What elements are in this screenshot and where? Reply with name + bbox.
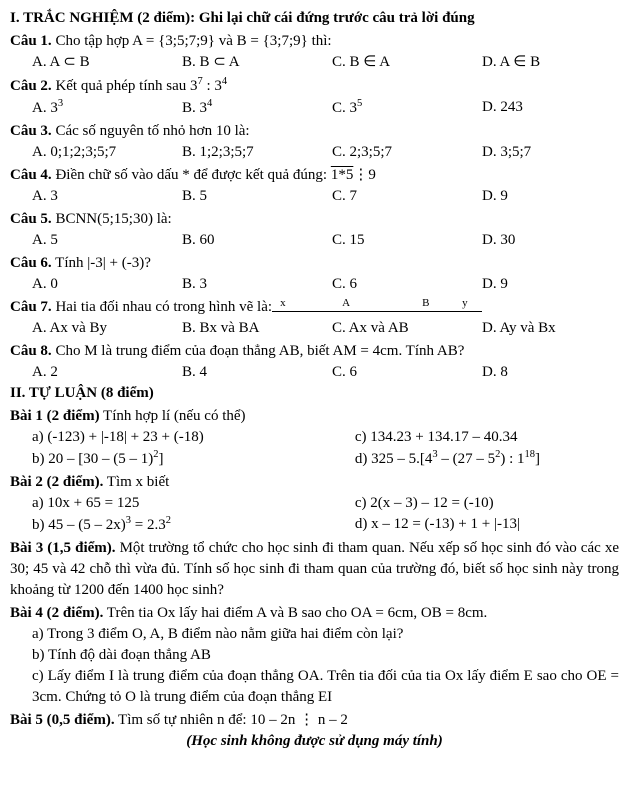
q5-options: A. 5 B. 60 C. 15 D. 30	[32, 230, 619, 251]
bai2-items: a) 10x + 65 = 125c) 2(x – 3) – 12 = (-10…	[32, 493, 619, 536]
q7: Câu 7. Hai tia đối nhau có trong hình vẽ…	[10, 297, 619, 318]
part1-title: I. TRẮC NGHIỆM (2 điểm): Ghi lại chữ cái…	[10, 8, 619, 29]
q1-options: A. A ⊂ B B. B ⊂ A C. B ∈ A D. A ∈ B	[32, 52, 619, 73]
bai4: Bài 4 (2 điểm). Trên tia Ox lấy hai điểm…	[10, 603, 619, 624]
bai4-items: a) Trong 3 điểm O, A, B điểm nào nằm giữ…	[32, 624, 619, 708]
q8-options: A. 2 B. 4 C. 6 D. 8	[32, 362, 619, 383]
q2-options: A. 33 B. 34 C. 35 D. 243	[32, 97, 619, 119]
line-diagram: x A B y	[272, 302, 482, 314]
q3-options: A. 0;1;2;3;5;7 B. 1;2;3;5;7 C. 2;3;5;7 D…	[32, 142, 619, 163]
q5: Câu 5. BCNN(5;15;30) là:	[10, 209, 619, 230]
bai1-items: a) (-123) + |-18| + 23 + (-18)c) 134.23 …	[32, 427, 619, 470]
q8: Câu 8. Cho M là trung điểm của đoạn thẳn…	[10, 341, 619, 362]
q2: Câu 2. Kết quả phép tính sau 37 : 34	[10, 75, 619, 97]
q6-options: A. 0 B. 3 C. 6 D. 9	[32, 274, 619, 295]
q7-options: A. Ax và By B. Bx và BA C. Ax và AB D. A…	[32, 318, 619, 339]
q3: Câu 3. Các số nguyên tố nhỏ hơn 10 là:	[10, 121, 619, 142]
bai3: Bài 3 (1,5 điểm). Một trường tổ chức cho…	[10, 538, 619, 601]
bai5: Bài 5 (0,5 điểm). Tìm số tự nhiên n để: …	[10, 710, 619, 731]
bai1: Bài 1 (2 điểm) Tính hợp lí (nếu có thể)	[10, 406, 619, 427]
q4: Câu 4. Điền chữ số vào dấu * để được kết…	[10, 165, 619, 186]
q6: Câu 6. Tính |-3| + (-3)?	[10, 253, 619, 274]
bai2: Bài 2 (2 điểm). Tìm x biết	[10, 472, 619, 493]
footer-note: (Học sinh không được sử dụng máy tính)	[10, 731, 619, 752]
part2-title: II. TỰ LUẬN (8 điểm)	[10, 383, 619, 404]
q4-options: A. 3 B. 5 C. 7 D. 9	[32, 186, 619, 207]
q1: Câu 1. Cho tập hợp A = {3;5;7;9} và B = …	[10, 31, 619, 52]
